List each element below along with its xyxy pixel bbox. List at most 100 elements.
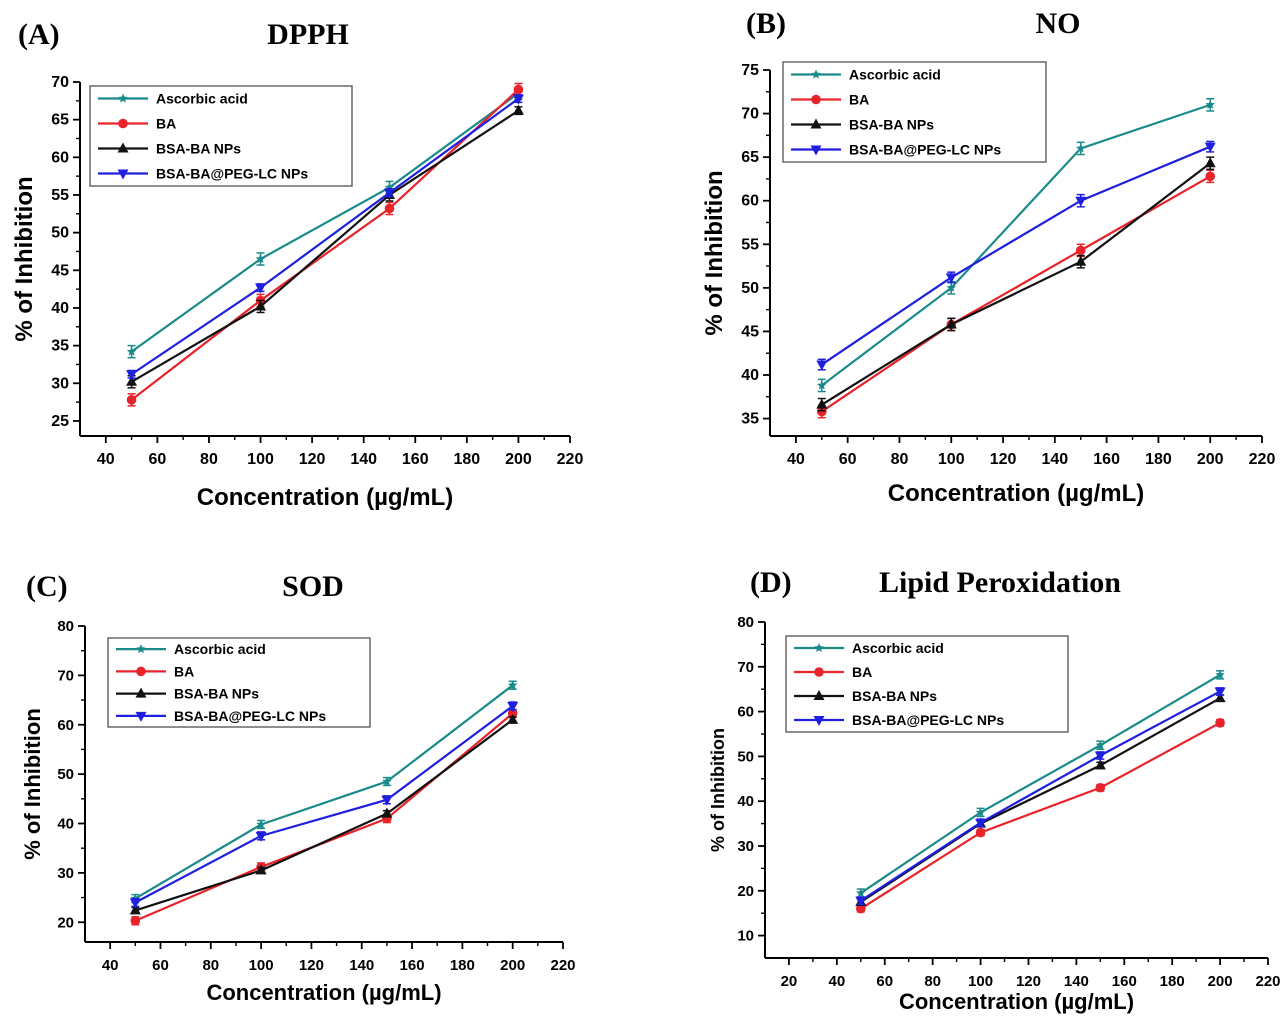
legend-marker — [118, 93, 128, 103]
data-point — [384, 203, 395, 214]
y-tick-label: 40 — [737, 793, 754, 810]
series-ascorbic-acid — [856, 669, 1225, 898]
legend-label: BA — [174, 663, 194, 679]
data-point — [130, 915, 141, 926]
y-tick-label: 50 — [737, 748, 754, 765]
series-bsa-ba-peg-lc-nps — [129, 701, 519, 909]
legend-marker — [810, 118, 822, 129]
x-tick-label: 200 — [1208, 973, 1233, 990]
data-point — [507, 713, 519, 724]
x-tick-label: 200 — [500, 957, 525, 974]
data-point — [383, 188, 395, 199]
x-axis-label: Concentration (µg/mL) — [899, 989, 1134, 1014]
y-tick-label: 50 — [741, 280, 759, 297]
data-point — [1205, 171, 1216, 182]
y-tick-label: 30 — [51, 375, 69, 392]
x-tick-label: 100 — [968, 973, 993, 990]
legend-label: BSA-BA@PEG-LC NPs — [852, 712, 1004, 728]
series-line — [821, 162, 1211, 406]
data-point — [1095, 740, 1106, 750]
series-ascorbic-acid — [817, 98, 1215, 393]
y-tick-label: 75 — [741, 62, 759, 79]
chart-panel-3: (C) SOD 40 60 80 100 120 140 160 180 200 220 20 30 40 5… — [20, 570, 576, 1005]
x-tick-label: 100 — [247, 451, 274, 468]
x-tick-label: 20 — [781, 973, 798, 990]
y-tick-label: 40 — [741, 367, 759, 384]
y-tick-label: 25 — [51, 413, 69, 430]
panel-letter: (B) — [746, 7, 786, 40]
legend-label: Ascorbic acid — [852, 640, 944, 656]
x-tick-label: 40 — [102, 957, 119, 974]
data-point — [945, 318, 957, 329]
legend-marker — [810, 145, 822, 156]
data-point — [816, 406, 827, 417]
series-line — [860, 721, 1221, 910]
y-tick-label: 40 — [51, 300, 69, 317]
y-tick-label: 35 — [741, 411, 759, 428]
x-tick-label: 180 — [1160, 973, 1185, 990]
panel-letter: (D) — [750, 566, 792, 599]
legend-label: Ascorbic acid — [156, 91, 248, 107]
x-tick-label: 220 — [557, 451, 584, 468]
x-tick-label: 180 — [453, 451, 480, 468]
data-point — [1094, 751, 1106, 762]
series-line — [134, 684, 514, 900]
series-bsa-ba-peg-lc-nps — [816, 140, 1216, 371]
data-point — [1075, 245, 1086, 256]
x-tick-label: 40 — [787, 451, 805, 468]
data-point — [129, 898, 141, 909]
y-axis-label: % of Inhibition — [11, 176, 38, 341]
legend-label: BSA-BA@PEG-LC NPs — [174, 708, 326, 724]
x-tick-label: 100 — [938, 451, 965, 468]
legend-marker — [117, 142, 129, 153]
legend-marker — [813, 716, 825, 726]
legend-label: Ascorbic acid — [849, 67, 941, 83]
legend-marker — [813, 690, 825, 700]
x-tick-label: 160 — [1112, 973, 1137, 990]
y-tick-label: 80 — [737, 614, 754, 631]
legend-marker — [118, 118, 128, 129]
series-line — [860, 673, 1221, 894]
x-tick-label: 180 — [1145, 451, 1172, 468]
y-tick-label: 50 — [51, 225, 69, 242]
data-point — [1204, 157, 1216, 168]
x-tick-label: 180 — [450, 957, 475, 974]
panel-title: NO — [1036, 7, 1081, 40]
chart-panel-1: (A) DPPH 40 60 80 100 120 140 160 180 200 220 25 30 35… — [11, 18, 583, 511]
x-tick-label: 100 — [249, 957, 274, 974]
series-ba — [856, 718, 1225, 914]
x-tick-label: 200 — [1197, 451, 1224, 468]
legend-marker — [814, 667, 824, 677]
x-tick-label: 220 — [1255, 973, 1280, 990]
x-tick-label: 220 — [550, 957, 575, 974]
y-tick-label: 60 — [57, 717, 74, 734]
data-point — [1075, 255, 1087, 266]
legend-box — [782, 61, 1047, 163]
x-tick-label: 60 — [839, 451, 857, 468]
data-point — [381, 795, 393, 806]
x-tick-label: 40 — [829, 973, 846, 990]
series-line — [821, 103, 1211, 387]
data-point — [1095, 782, 1106, 793]
series-line — [134, 718, 514, 912]
y-axis-label: % of Inhibition — [20, 708, 45, 860]
y-tick-label: 70 — [57, 667, 74, 684]
legend-marker — [811, 69, 821, 79]
data-point — [1214, 687, 1226, 698]
series-line — [130, 97, 520, 376]
legend-marker — [135, 687, 147, 698]
data-point — [507, 701, 519, 712]
legend-marker — [136, 666, 146, 677]
y-tick-label: 50 — [57, 766, 74, 783]
series-bsa-ba-nps — [129, 713, 519, 915]
x-tick-label: 60 — [876, 973, 893, 990]
legend-marker — [135, 711, 147, 722]
y-tick-label: 35 — [51, 338, 69, 355]
x-axis-label: Concentration (µg/mL) — [206, 980, 441, 1005]
x-tick-label: 120 — [1016, 973, 1041, 990]
data-point — [255, 300, 267, 311]
chart-panel-2: (B) NO 40 60 80 100 120 140 160 180 200 220 35 40 45 50… — [701, 7, 1275, 507]
legend-label: BSA-BA@PEG-LC NPs — [849, 142, 1001, 158]
legend-label: BA — [852, 664, 872, 680]
